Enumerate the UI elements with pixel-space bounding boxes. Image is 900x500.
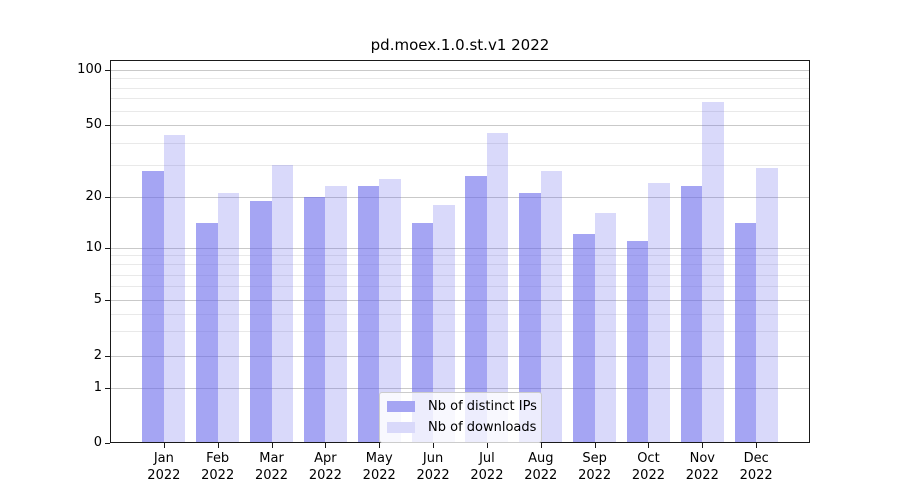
legend-swatch-downloads: [387, 422, 415, 433]
legend-item-distinct-ips: Nb of distinct IPs: [387, 398, 537, 415]
x-tick-nov: [702, 443, 704, 448]
legend-label-downloads: Nb of downloads: [428, 420, 537, 435]
y-tick-label-20: 20: [85, 189, 102, 204]
minor-gridline-40: [110, 142, 810, 144]
bar-distinct-ips-sep: [573, 234, 595, 443]
legend: Nb of distinct IPs Nb of downloads: [379, 392, 542, 443]
major-gridline-5: [110, 300, 810, 301]
x-tick-may: [379, 443, 381, 448]
y-tick-label-0: 0: [93, 435, 102, 450]
major-gridline-50: [110, 125, 810, 126]
y-tick-0: [105, 443, 110, 444]
bar-distinct-ips-jan: [142, 170, 164, 443]
minor-gridline-80: [110, 87, 810, 89]
x-tick-apr: [325, 443, 327, 448]
bar-distinct-ips-nov: [680, 186, 703, 443]
x-tick-jan: [163, 443, 165, 448]
bar-distinct-ips-aug: [519, 193, 541, 443]
y-tick-1: [105, 388, 110, 389]
x-tick-mar: [271, 443, 273, 448]
bar-downloads-may: [379, 179, 401, 443]
y-tick-label-5: 5: [93, 292, 102, 307]
bar-downloads-jun: [433, 204, 455, 443]
x-tick-label-oct: Oct 2022: [631, 451, 665, 483]
chart-title: pd.moex.1.0.st.v1 2022: [370, 36, 550, 54]
bar-distinct-ips-jul: [465, 176, 487, 443]
y-tick-100: [105, 70, 110, 71]
bar-downloads-dec: [756, 167, 778, 443]
legend-swatch-distinct-ips: [387, 401, 415, 412]
bar-downloads-aug: [540, 170, 563, 443]
x-tick-jul: [486, 443, 488, 448]
minor-gridline-30: [110, 165, 810, 167]
y-tick-label-1: 1: [93, 380, 102, 395]
x-tick-label-sep: Sep 2022: [578, 451, 612, 483]
x-tick-label-nov: Nov 2022: [685, 451, 719, 483]
minor-gridline-90: [110, 78, 810, 80]
major-gridline-2: [110, 355, 810, 357]
minor-gridline-4: [110, 313, 810, 315]
legend-label-distinct-ips: Nb of distinct IPs: [428, 399, 537, 414]
bar-downloads-oct: [648, 182, 670, 443]
bar-downloads-jul: [486, 133, 509, 443]
x-tick-label-jun: Jun 2022: [416, 451, 450, 483]
bar-downloads-sep: [594, 213, 617, 443]
plot-area: [110, 60, 810, 443]
x-tick-aug: [540, 443, 542, 448]
y-tick-label-100: 100: [77, 62, 102, 77]
bar-downloads-apr: [325, 186, 347, 443]
x-tick-sep: [594, 443, 596, 448]
major-gridline-10: [110, 247, 810, 249]
x-tick-label-jan: Jan 2022: [147, 451, 181, 483]
bar-downloads-nov: [702, 101, 724, 443]
x-tick-oct: [648, 443, 650, 448]
y-tick-10: [105, 247, 110, 249]
minor-gridline-8: [110, 264, 810, 266]
major-gridline-20: [110, 197, 810, 198]
minor-gridline-3: [110, 330, 810, 332]
minor-gridline-60: [110, 110, 810, 112]
major-gridline-1: [110, 388, 810, 389]
x-tick-dec: [756, 443, 758, 448]
x-tick-label-jul: Jul 2022: [470, 451, 504, 483]
bar-distinct-ips-feb: [196, 222, 218, 443]
x-tick-label-may: May 2022: [362, 451, 396, 483]
bar-downloads-mar: [271, 165, 294, 443]
y-tick-2: [105, 355, 110, 357]
x-tick-jun: [433, 443, 435, 448]
minor-gridline-7: [110, 274, 810, 276]
bar-downloads-jan: [163, 135, 186, 443]
x-tick-label-mar: Mar 2022: [254, 451, 289, 483]
bar-distinct-ips-jun: [411, 222, 434, 443]
bar-distinct-ips-oct: [626, 240, 649, 443]
x-tick-label-feb: Feb 2022: [201, 451, 235, 483]
y-tick-5: [105, 300, 110, 301]
x-tick-feb: [217, 443, 219, 448]
y-tick-label-10: 10: [85, 239, 102, 255]
y-tick-label-50: 50: [85, 117, 102, 132]
bar-distinct-ips-apr: [303, 197, 326, 443]
legend-item-downloads: Nb of downloads: [387, 419, 537, 436]
minor-gridline-9: [110, 255, 810, 257]
minor-gridline-70: [110, 98, 810, 100]
major-gridline-100: [110, 70, 810, 71]
y-tick-20: [105, 197, 110, 198]
x-tick-label-aug: Aug 2022: [524, 451, 558, 483]
bar-downloads-feb: [217, 193, 240, 443]
y-tick-50: [105, 125, 110, 126]
minor-gridline-6: [110, 286, 810, 288]
y-tick-label-2: 2: [93, 347, 102, 363]
bar-distinct-ips-dec: [734, 222, 757, 443]
bar-distinct-ips-mar: [250, 200, 272, 443]
x-tick-label-dec: Dec 2022: [739, 451, 773, 483]
bar-distinct-ips-may: [357, 186, 380, 443]
x-tick-label-apr: Apr 2022: [308, 451, 342, 483]
